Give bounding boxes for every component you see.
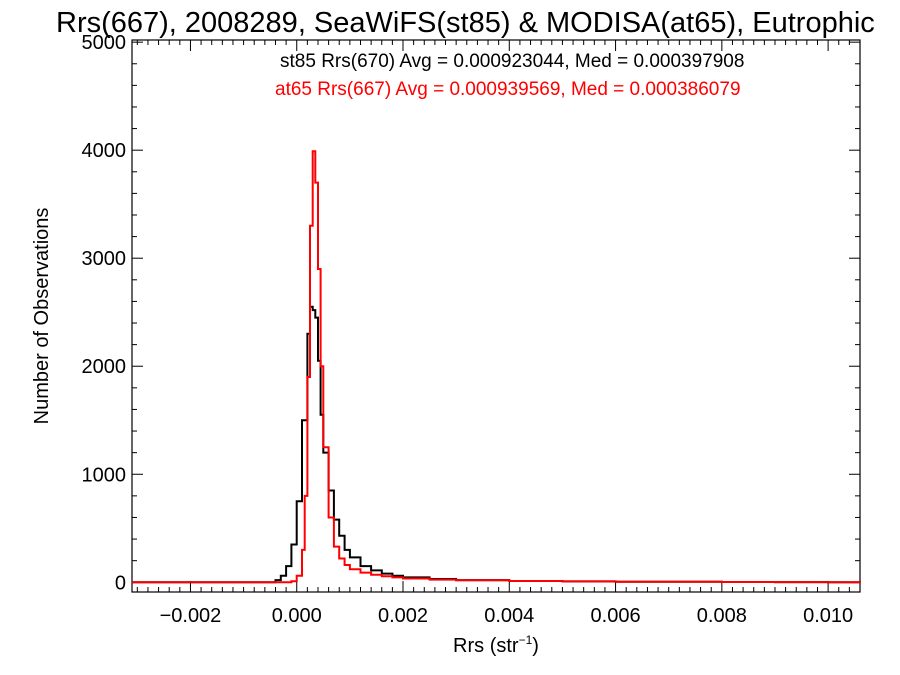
x-tick-labels: −0.002 0.000 0.002 0.004 0.006 0.008 0.010 [160,605,854,627]
axis-ticks [132,40,860,592]
y-tick-label: 4000 [82,140,127,162]
x-tick-label: 0.004 [484,605,534,627]
x-axis-label-superscript: −1 [519,633,533,647]
annotation-st85: st85 Rrs(670) Avg = 0.000923044, Med = 0… [280,51,744,72]
annotation-at65: at65 Rrs(667) Avg = 0.000939569, Med = 0… [275,79,741,100]
y-tick-label: 5000 [82,32,127,54]
y-axis-label: Number of Observations [31,208,53,425]
x-tick-label: −0.002 [160,605,222,627]
chart-title: Rrs(667), 2008289, SeaWiFS(st85) & MODIS… [56,7,875,39]
x-tick-label: 0.000 [272,605,322,627]
x-axis-label-main: Rrs (str [453,635,519,657]
x-tick-label: 0.008 [697,605,747,627]
y-tick-label: 2000 [82,356,127,378]
x-axis-label-close: ) [532,635,539,657]
y-tick-label: 1000 [82,464,127,486]
series-layer [132,150,861,584]
y-tick-labels: 0 1000 2000 3000 4000 5000 [82,32,127,594]
series-at65-line [132,150,861,584]
x-axis-label: Rrs (str−1) [453,633,539,657]
y-tick-label: 3000 [82,248,127,270]
x-tick-label: 0.010 [803,605,853,627]
x-tick-label: 0.002 [378,605,428,627]
plot-frame [131,39,861,593]
x-tick-label: 0.006 [591,605,641,627]
y-tick-label: 0 [115,572,126,594]
series-st85-line [132,305,861,584]
